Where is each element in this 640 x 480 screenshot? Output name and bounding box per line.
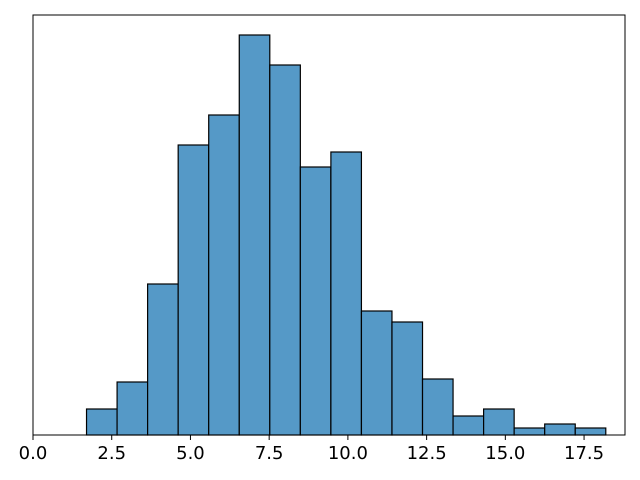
histogram-bar-3: [177, 144, 210, 436]
histogram-bar-7: [299, 166, 332, 436]
histogram-bar-13: [483, 408, 515, 436]
x-axis: 0.0 2.5 5.0 7.5 10.0 12.5 15.0 17.5: [19, 435, 604, 464]
histogram-bar-9: [360, 310, 393, 436]
histogram-bar-5: [238, 34, 271, 436]
histogram-bar-11: [421, 378, 454, 436]
histogram-bar-0: [85, 408, 118, 436]
histogram-bar-1: [116, 381, 149, 436]
x-tick-label-2: 5.0: [176, 443, 205, 464]
x-tick-label-3: 7.5: [255, 443, 284, 464]
histogram-bar-8: [330, 151, 363, 436]
histogram-bar-4: [208, 114, 240, 436]
x-tick-label-1: 2.5: [97, 443, 126, 464]
histogram-bar-15: [544, 423, 576, 436]
bars-layer: [85, 34, 607, 436]
plot-frame: [32, 14, 626, 436]
x-tick-label-7: 17.5: [564, 443, 604, 464]
x-tick-label-0: 0.0: [19, 443, 48, 464]
histogram-bar-2: [147, 283, 179, 436]
histogram-bar-10: [391, 321, 424, 436]
x-tick-label-6: 15.0: [485, 443, 525, 464]
histogram-bar-12: [452, 415, 485, 436]
x-tick-label-4: 10.0: [328, 443, 368, 464]
histogram-bar-16: [574, 427, 607, 436]
x-tick-label-5: 12.5: [407, 443, 447, 464]
histogram-bar-14: [513, 427, 546, 436]
histogram-bar-6: [269, 64, 301, 436]
